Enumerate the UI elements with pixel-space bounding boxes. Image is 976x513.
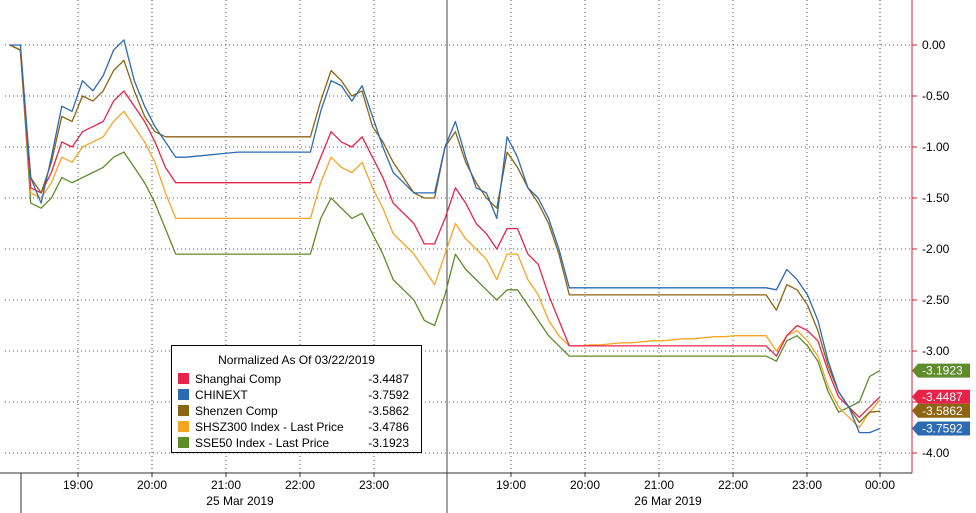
y-tick-label: 0.00 bbox=[922, 38, 946, 52]
last-value-tag: -3.4487 bbox=[912, 389, 970, 404]
last-value-tag-bg bbox=[912, 403, 970, 418]
legend-label: SHSZ300 Index - Last Price bbox=[195, 420, 344, 434]
y-tick-label: -3.00 bbox=[922, 344, 950, 358]
legend-item-chinext: CHINEXT -3.7592 bbox=[178, 388, 415, 403]
last-value-tag-bg bbox=[912, 389, 970, 404]
legend-item-shenzen: Shenzen Comp -3.5862 bbox=[178, 404, 415, 419]
last-value-tag-label: -3.1923 bbox=[922, 364, 963, 378]
series-line-3 bbox=[9, 44, 881, 429]
series-line-1 bbox=[10, 39, 881, 434]
legend-swatch bbox=[178, 373, 189, 384]
legend-swatch bbox=[178, 405, 189, 416]
legend-value: -3.5862 bbox=[368, 404, 409, 418]
series-line-4 bbox=[9, 44, 881, 413]
x-tick-label: 23:00 bbox=[792, 478, 822, 492]
legend-label: Shanghai Comp bbox=[195, 372, 282, 386]
legend-item-shsz300: SHSZ300 Index - Last Price -3.4786 bbox=[178, 420, 415, 435]
x-date-label: 25 Mar 2019 bbox=[206, 494, 274, 508]
x-tick-label: 21:00 bbox=[211, 478, 241, 492]
legend-swatch bbox=[178, 421, 189, 432]
legend: Normalized As Of 03/22/2019 Shanghai Com… bbox=[171, 345, 422, 453]
series-line-2 bbox=[9, 44, 881, 424]
x-tick-label: 19:00 bbox=[63, 478, 93, 492]
x-tick-label: 20:00 bbox=[570, 478, 600, 492]
last-value-tag-bg bbox=[912, 421, 970, 436]
y-tick-label: -4.00 bbox=[922, 446, 950, 460]
x-tick-label: 00:00 bbox=[865, 478, 895, 492]
legend-label: CHINEXT bbox=[195, 388, 248, 402]
last-value-tag: -3.7592 bbox=[912, 421, 970, 436]
y-tick-label: -2.50 bbox=[922, 293, 950, 307]
legend-value: -3.7592 bbox=[368, 388, 409, 402]
grid-layer bbox=[5, 0, 912, 513]
legend-value: -3.1923 bbox=[368, 436, 409, 450]
series-line-0 bbox=[9, 44, 881, 418]
x-date-label: 26 Mar 2019 bbox=[634, 494, 702, 508]
last-value-tag: -3.5862 bbox=[912, 403, 970, 418]
x-tick-label: 20:00 bbox=[137, 478, 167, 492]
last-value-tag: -3.1923 bbox=[912, 363, 970, 378]
legend-swatch bbox=[178, 437, 189, 448]
legend-label: Shenzen Comp bbox=[195, 404, 278, 418]
legend-swatch bbox=[178, 389, 189, 400]
last-value-tag-label: -3.5862 bbox=[922, 404, 963, 418]
x-tick-label: 19:00 bbox=[496, 478, 526, 492]
last-value-tag-bg bbox=[912, 363, 970, 378]
x-tick-label: 22:00 bbox=[718, 478, 748, 492]
last-value-tag-label: -3.4487 bbox=[922, 390, 963, 404]
y-tick-label: -1.50 bbox=[922, 191, 950, 205]
y-tick-label: -0.50 bbox=[922, 89, 950, 103]
last-value-tag-label: -3.7592 bbox=[922, 421, 963, 435]
y-tick-label: -1.00 bbox=[922, 140, 950, 154]
x-tick-label: 21:00 bbox=[644, 478, 674, 492]
y-tick-label: -2.00 bbox=[922, 242, 950, 256]
legend-title: Normalized As Of 03/22/2019 bbox=[218, 353, 375, 367]
legend-value: -3.4487 bbox=[368, 372, 409, 386]
legend-label: SSE50 Index - Last Price bbox=[195, 436, 330, 450]
x-tick-label: 23:00 bbox=[359, 478, 389, 492]
x-tick-label: 22:00 bbox=[285, 478, 315, 492]
legend-item-sse50: SSE50 Index - Last Price -3.1923 bbox=[178, 436, 415, 451]
series-layer bbox=[9, 39, 881, 434]
legend-item-shanghai: Shanghai Comp -3.4487 bbox=[178, 372, 415, 387]
legend-value: -3.4786 bbox=[368, 420, 409, 434]
